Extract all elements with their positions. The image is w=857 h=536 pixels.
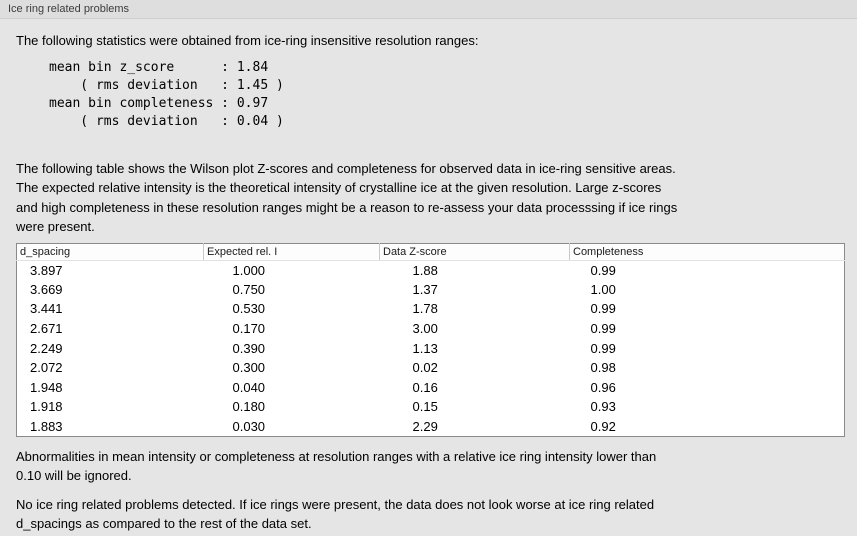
ignore-threshold-note: Abnormalities in mean intensity or compl…	[16, 448, 657, 484]
table-cell: 1.883	[30, 418, 63, 434]
table-row[interactable]: 3.441 0.530 1.78 0.99	[17, 299, 845, 319]
conclusion-text: No ice ring related problems detected. I…	[16, 496, 655, 532]
panel-title: Ice ring related problems	[0, 0, 857, 19]
ice-ring-table: d_spacing Expected rel. I Data Z-score Comp…	[16, 242, 845, 437]
table-cell: 1.00	[590, 281, 616, 297]
table-cell: 3.441	[30, 301, 63, 317]
table-cell: 0.530	[232, 301, 266, 317]
table-cell: 3.897	[30, 262, 63, 278]
table-cell: 1.918	[30, 399, 63, 415]
ice-table-body: 3.897 1.000 1.88 0.99 3.669 0.750 1.37 1.00 3.44…	[17, 260, 845, 436]
table-cell: 0.750	[232, 281, 266, 297]
table-row[interactable]: 2.249 0.390 1.13 0.99	[17, 338, 845, 358]
table-cell: 0.040	[232, 379, 266, 395]
table-cell: 2.29	[412, 418, 438, 434]
stats-values-block: mean bin z_score : 1.84 ( rms deviation …	[49, 59, 284, 129]
stats-intro-text: The following statistics were obtained f…	[16, 33, 479, 48]
table-cell: 0.16	[412, 379, 438, 395]
table-cell: 0.99	[590, 340, 616, 356]
table-cell: 0.93	[590, 399, 616, 415]
table-cell: 0.96	[590, 379, 616, 395]
column-header-expected-rel-i[interactable]: Expected rel. I	[203, 243, 380, 261]
table-cell: 1.948	[30, 379, 63, 395]
table-cell: 0.300	[232, 360, 266, 376]
table-cell: 0.15	[412, 399, 438, 415]
column-header-completeness[interactable]: Completeness	[569, 243, 845, 261]
table-cell: 0.390	[232, 340, 266, 356]
table-row[interactable]: 3.669 0.750 1.37 1.00	[17, 280, 845, 300]
table-cell: 0.170	[232, 321, 266, 337]
table-row[interactable]: 3.897 1.000 1.88 0.99	[17, 260, 845, 280]
table-row[interactable]: 2.671 0.170 3.00 0.99	[17, 319, 845, 339]
table-cell: 0.030	[232, 418, 266, 434]
table-cell: 0.02	[412, 360, 438, 376]
table-row[interactable]: 1.883 0.030 2.29 0.92	[17, 417, 845, 437]
table-cell: 0.92	[590, 418, 616, 434]
table-cell: 0.180	[232, 399, 266, 415]
table-cell: 0.99	[590, 321, 616, 337]
ice-table-header-row: d_spacing Expected rel. I Data Z-score Comp…	[16, 243, 845, 261]
table-cell: 2.249	[30, 340, 63, 356]
table-cell: 0.99	[590, 262, 616, 278]
table-cell: 1.88	[412, 262, 438, 278]
panel-content: The following statistics were obtained f…	[0, 19, 857, 534]
table-cell: 0.98	[590, 360, 616, 376]
table-cell: 3.00	[412, 321, 438, 337]
ice-table-header: d_spacing Expected rel. I Data Z-score Comp…	[16, 243, 845, 261]
table-cell: 1.000	[232, 262, 266, 278]
table-cell: 3.669	[30, 281, 63, 297]
table-cell: 2.671	[30, 321, 63, 337]
table-intro-text: The following table shows the Wilson plo…	[16, 160, 678, 235]
table-cell: 2.072	[30, 360, 63, 376]
table-row[interactable]: 2.072 0.300 0.02 0.98	[17, 358, 845, 378]
table-cell: 0.99	[590, 301, 616, 317]
table-row[interactable]: 1.948 0.040 0.16 0.96	[17, 378, 845, 398]
column-header-d-spacing[interactable]: d_spacing	[16, 243, 204, 261]
table-row[interactable]: 1.918 0.180 0.15 0.93	[17, 397, 845, 417]
column-header-data-z-score[interactable]: Data Z-score	[379, 243, 570, 261]
table-cell: 1.37	[412, 281, 438, 297]
table-cell: 1.13	[412, 340, 438, 356]
table-cell: 1.78	[412, 301, 438, 317]
